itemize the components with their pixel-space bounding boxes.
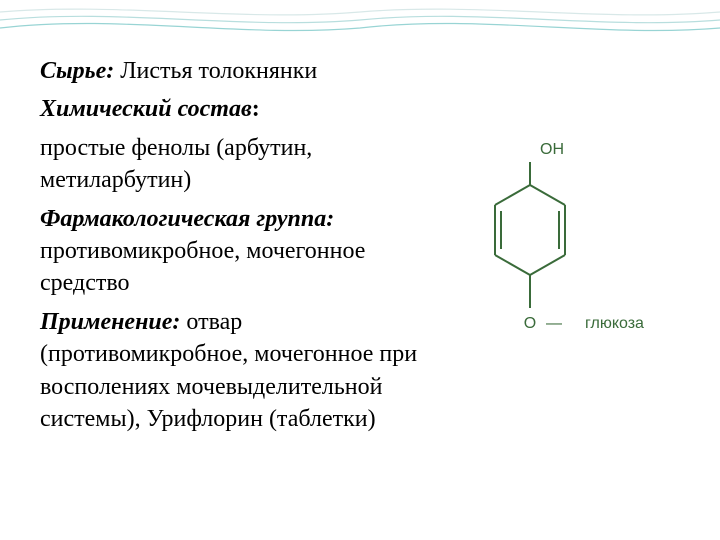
- section-value: простые фенолы (арбутин, метиларбутин): [40, 135, 312, 193]
- svg-text:O: O: [524, 315, 536, 332]
- slide-text-block: Сырье: Листья толокнянки Химический соста…: [40, 55, 440, 441]
- svg-text:OH: OH: [540, 141, 564, 158]
- paragraph: Сырье: Листья толокнянки: [40, 55, 440, 87]
- section-value: противомикробное, мочегонное средство: [40, 238, 365, 296]
- slide-background-waves: [0, 0, 720, 40]
- paragraph: Фармакологическая группа: противомикробн…: [40, 203, 440, 300]
- svg-text:глюкоза: глюкоза: [585, 315, 644, 332]
- paragraph: Химический состав:: [40, 93, 440, 125]
- paragraph: Применение: отвар (противомикробное, моч…: [40, 306, 440, 436]
- paragraph: простые фенолы (арбутин, метиларбутин): [40, 132, 440, 197]
- svg-text:—: —: [546, 315, 562, 332]
- chemical-structure-diagram: OH O — глюкоза: [460, 120, 670, 360]
- section-value: Листья толокнянки: [114, 58, 317, 84]
- label-suffix: :: [252, 96, 260, 122]
- section-label: Сырье:: [40, 58, 114, 84]
- section-label: Применение:: [40, 309, 180, 335]
- section-label: Химический состав: [40, 96, 252, 122]
- section-label: Фармакологическая группа:: [40, 206, 334, 232]
